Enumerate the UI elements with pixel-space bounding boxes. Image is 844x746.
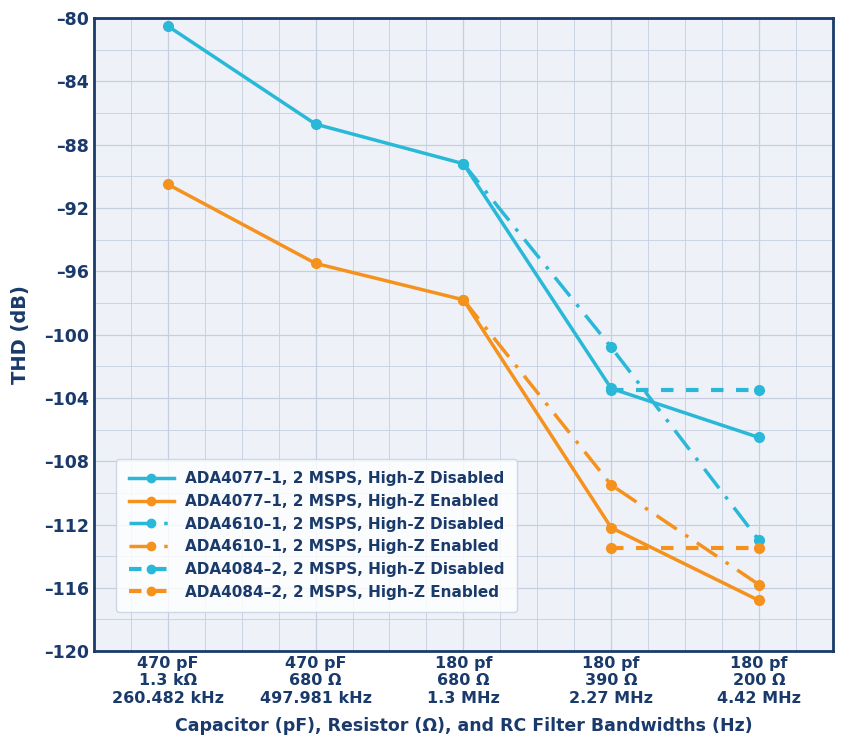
Legend: ADA4077–1, 2 MSPS, High-Z Disabled, ADA4077–1, 2 MSPS, High-Z Enabled, ADA4610–1: ADA4077–1, 2 MSPS, High-Z Disabled, ADA4… [116, 460, 517, 612]
X-axis label: Capacitor (pF), Resistor (Ω), and RC Filter Bandwidths (Hz): Capacitor (pF), Resistor (Ω), and RC Fil… [175, 717, 752, 735]
Y-axis label: THD (dB): THD (dB) [11, 285, 30, 384]
